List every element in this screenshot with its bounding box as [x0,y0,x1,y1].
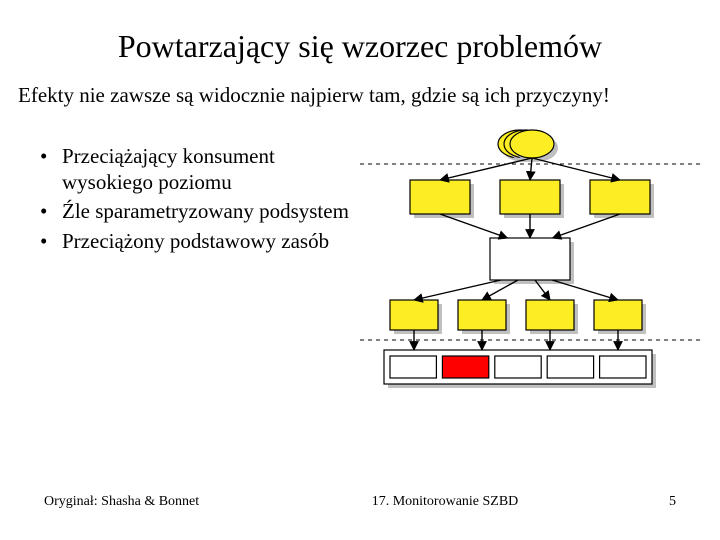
footer-page: 5 [640,494,720,510]
slide-title: Powtarzający się wzorzec problemów [0,0,720,83]
bullet-item: Przeciążony podstawowy zasób [40,229,360,255]
slide-footer: Oryginał: Shasha & Bonnet 17. Monitorowa… [0,494,720,510]
flow-diagram [360,122,700,402]
footer-left: Oryginał: Shasha & Bonnet [0,494,250,510]
bullet-list: Przeciążający konsument wysokiego poziom… [0,132,360,258]
bullet-item: Źle sparametryzowany podsystem [40,199,360,225]
bullet-item: Przeciążający konsument wysokiego poziom… [40,144,360,195]
footer-center: 17. Monitorowanie SZBD [250,494,640,510]
content-row: Przeciążający konsument wysokiego poziom… [0,132,720,258]
